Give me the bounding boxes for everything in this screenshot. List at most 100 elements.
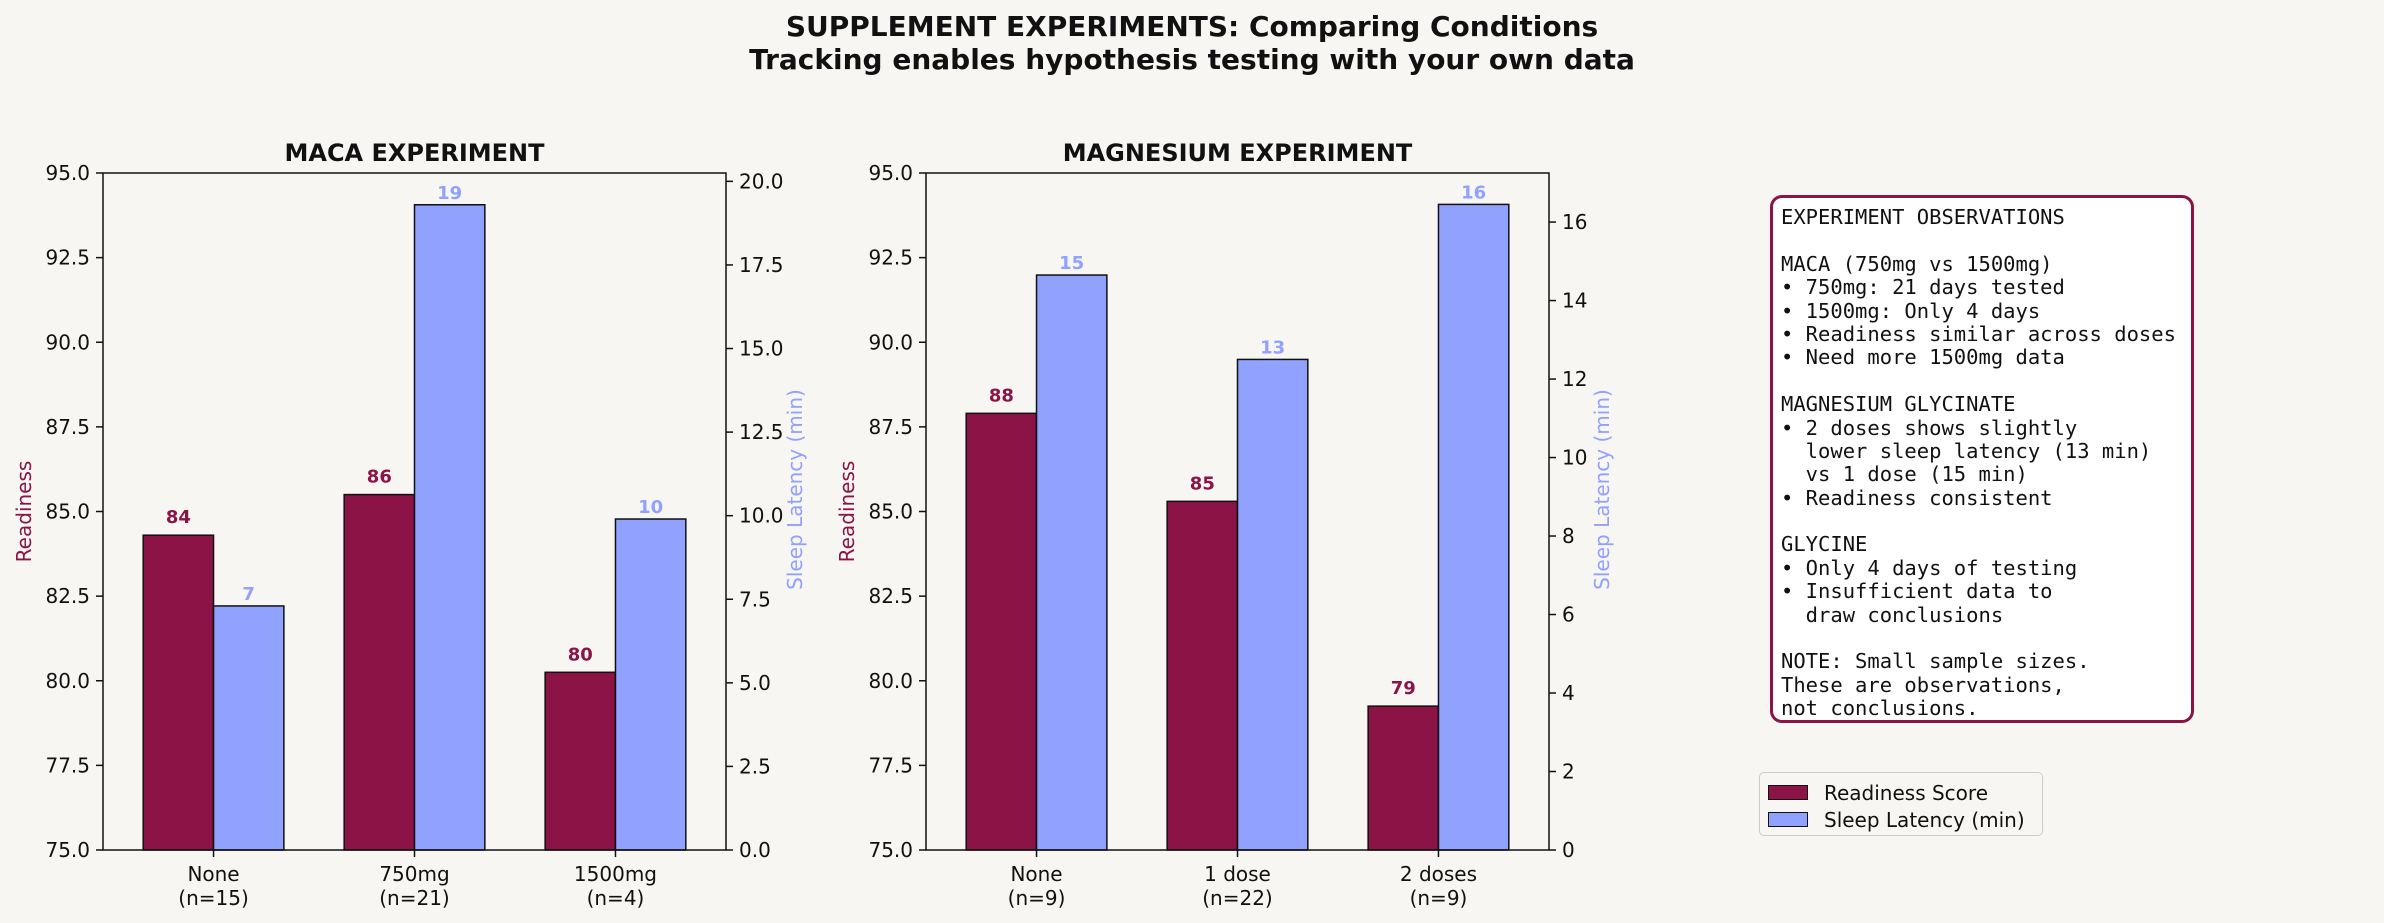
y2-tick-label: 7.5 [739, 587, 771, 611]
observation-line: draw conclusions [1781, 602, 2004, 627]
y-tick-label: 95.0 [868, 161, 913, 185]
y2-tick-label: 5.0 [739, 671, 771, 695]
data-label-readiness: 84 [166, 507, 191, 528]
y-axis-label: Readiness [835, 461, 859, 563]
x-tick-label: 750mg [379, 862, 449, 886]
x-tick-label: (n=9) [1008, 886, 1066, 910]
observation-line: • 2 doses shows slightly [1781, 415, 2078, 440]
x-tick-label: (n=21) [379, 886, 450, 910]
observation-line: • Only 4 days of testing [1781, 555, 2078, 580]
bar-sleep-latency [413, 204, 486, 851]
observation-line: • Need more 1500mg data [1781, 345, 2065, 370]
observation-line: • 1500mg: Only 4 days [1781, 298, 2041, 323]
y-tick-label: 75.0 [868, 838, 913, 862]
x-tick-label: (n=4) [587, 886, 645, 910]
bar-readiness [965, 412, 1038, 851]
observation-line [1781, 370, 2183, 393]
x-tick-label: 1 dose [1204, 862, 1271, 886]
y-tick-label: 92.5 [868, 246, 913, 270]
observation-line: lower sleep latency (13 min) [1781, 438, 2152, 463]
observation-line: EXPERIMENT OBSERVATIONS [1781, 205, 2065, 229]
data-label-readiness: 80 [568, 644, 593, 665]
observation-line: MAGNESIUM GLYCINATE [1781, 392, 2016, 417]
observations-box: EXPERIMENT OBSERVATIONS MACA (750mg vs 15… [1770, 195, 2194, 723]
data-label-sleep-latency: 19 [437, 183, 462, 204]
y-tick-label: 82.5 [868, 584, 913, 608]
y-tick-label: 92.5 [45, 246, 90, 270]
bar-sleep-latency [1035, 274, 1108, 851]
y2-axis-label: Sleep Latency (min) [783, 389, 807, 590]
data-label-sleep-latency: 13 [1260, 337, 1285, 358]
y2-tick-label: 8 [1562, 524, 1575, 548]
data-label-sleep-latency: 15 [1059, 253, 1084, 274]
legend-label-readiness: Readiness Score [1824, 780, 1989, 805]
x-tick-label: 1500mg [574, 862, 657, 886]
observation-line: vs 1 dose (15 min) [1781, 462, 2028, 487]
chart-1: MACA EXPERIMENT847None(n=15)8619750mg(n=… [12, 139, 807, 910]
x-tick-label: (n=22) [1202, 886, 1273, 910]
observation-line: MACA (750mg vs 1500mg) [1781, 251, 2053, 276]
bar-sleep-latency [1437, 203, 1510, 851]
y2-tick-label: 10 [1562, 446, 1587, 470]
y2-tick-label: 17.5 [739, 253, 784, 277]
data-label-readiness: 79 [1391, 678, 1416, 699]
bar-readiness [1367, 705, 1440, 851]
bar-sleep-latency [1236, 358, 1309, 851]
y2-tick-label: 12 [1562, 367, 1587, 391]
observation-line [1781, 627, 2183, 650]
y2-tick-label: 10.0 [739, 504, 784, 528]
bar-sleep-latency [212, 605, 285, 851]
legend-swatch-latency [1768, 812, 1808, 827]
y-tick-label: 77.5 [45, 753, 90, 777]
x-tick-label: (n=9) [1410, 886, 1468, 910]
observation-line: • 750mg: 21 days tested [1781, 275, 2065, 300]
y2-tick-label: 0.0 [739, 838, 771, 862]
y2-axis-label: Sleep Latency (min) [1590, 389, 1614, 590]
chart-legend: Readiness Score Sleep Latency (min) [1759, 772, 2043, 836]
observation-line: • Insufficient data to [1781, 579, 2053, 604]
y2-tick-label: 16 [1562, 210, 1587, 234]
data-label-sleep-latency: 16 [1461, 182, 1486, 203]
observation-line: These are observations, [1781, 672, 2065, 697]
data-label-readiness: 86 [367, 467, 392, 488]
x-tick-label: None [187, 862, 239, 886]
data-label-readiness: 88 [989, 385, 1014, 406]
y2-tick-label: 0 [1562, 838, 1575, 862]
y2-tick-label: 2.5 [739, 754, 771, 778]
bar-readiness [1166, 500, 1239, 851]
data-label-readiness: 85 [1190, 473, 1215, 494]
x-tick-label: 2 doses [1400, 862, 1477, 886]
y2-tick-label: 12.5 [739, 420, 784, 444]
bar-readiness [343, 493, 416, 851]
data-label-sleep-latency: 10 [638, 497, 663, 518]
y-tick-label: 90.0 [45, 330, 90, 354]
chart-title: MAGNESIUM EXPERIMENT [1063, 139, 1413, 167]
bar-readiness [544, 671, 617, 851]
observation-line [1781, 229, 2183, 252]
observation-line: • Readiness similar across doses [1781, 321, 2176, 346]
y2-tick-label: 14 [1562, 289, 1587, 313]
x-tick-label: None [1010, 862, 1062, 886]
legend-item-latency: Sleep Latency (min) [1768, 806, 2034, 833]
y-tick-label: 75.0 [45, 838, 90, 862]
y2-tick-label: 6 [1562, 603, 1575, 627]
y-axis-label: Readiness [12, 461, 36, 563]
y2-tick-label: 4 [1562, 681, 1575, 705]
y-tick-label: 95.0 [45, 161, 90, 185]
y2-tick-label: 20.0 [739, 169, 784, 193]
y-tick-label: 80.0 [868, 669, 913, 693]
y-tick-label: 87.5 [45, 415, 90, 439]
y-tick-label: 87.5 [868, 415, 913, 439]
bar-readiness [142, 534, 215, 851]
observation-line [1781, 510, 2183, 533]
y2-tick-label: 2 [1562, 760, 1575, 784]
figure-title-line2: Tracking enables hypothesis testing with… [749, 43, 1635, 76]
legend-swatch-readiness [1768, 785, 1808, 800]
bar-sleep-latency [614, 518, 687, 851]
y-tick-label: 82.5 [45, 584, 90, 608]
chart-title: MACA EXPERIMENT [284, 139, 545, 167]
y2-tick-label: 15.0 [739, 337, 784, 361]
legend-item-readiness: Readiness Score [1768, 779, 2034, 806]
